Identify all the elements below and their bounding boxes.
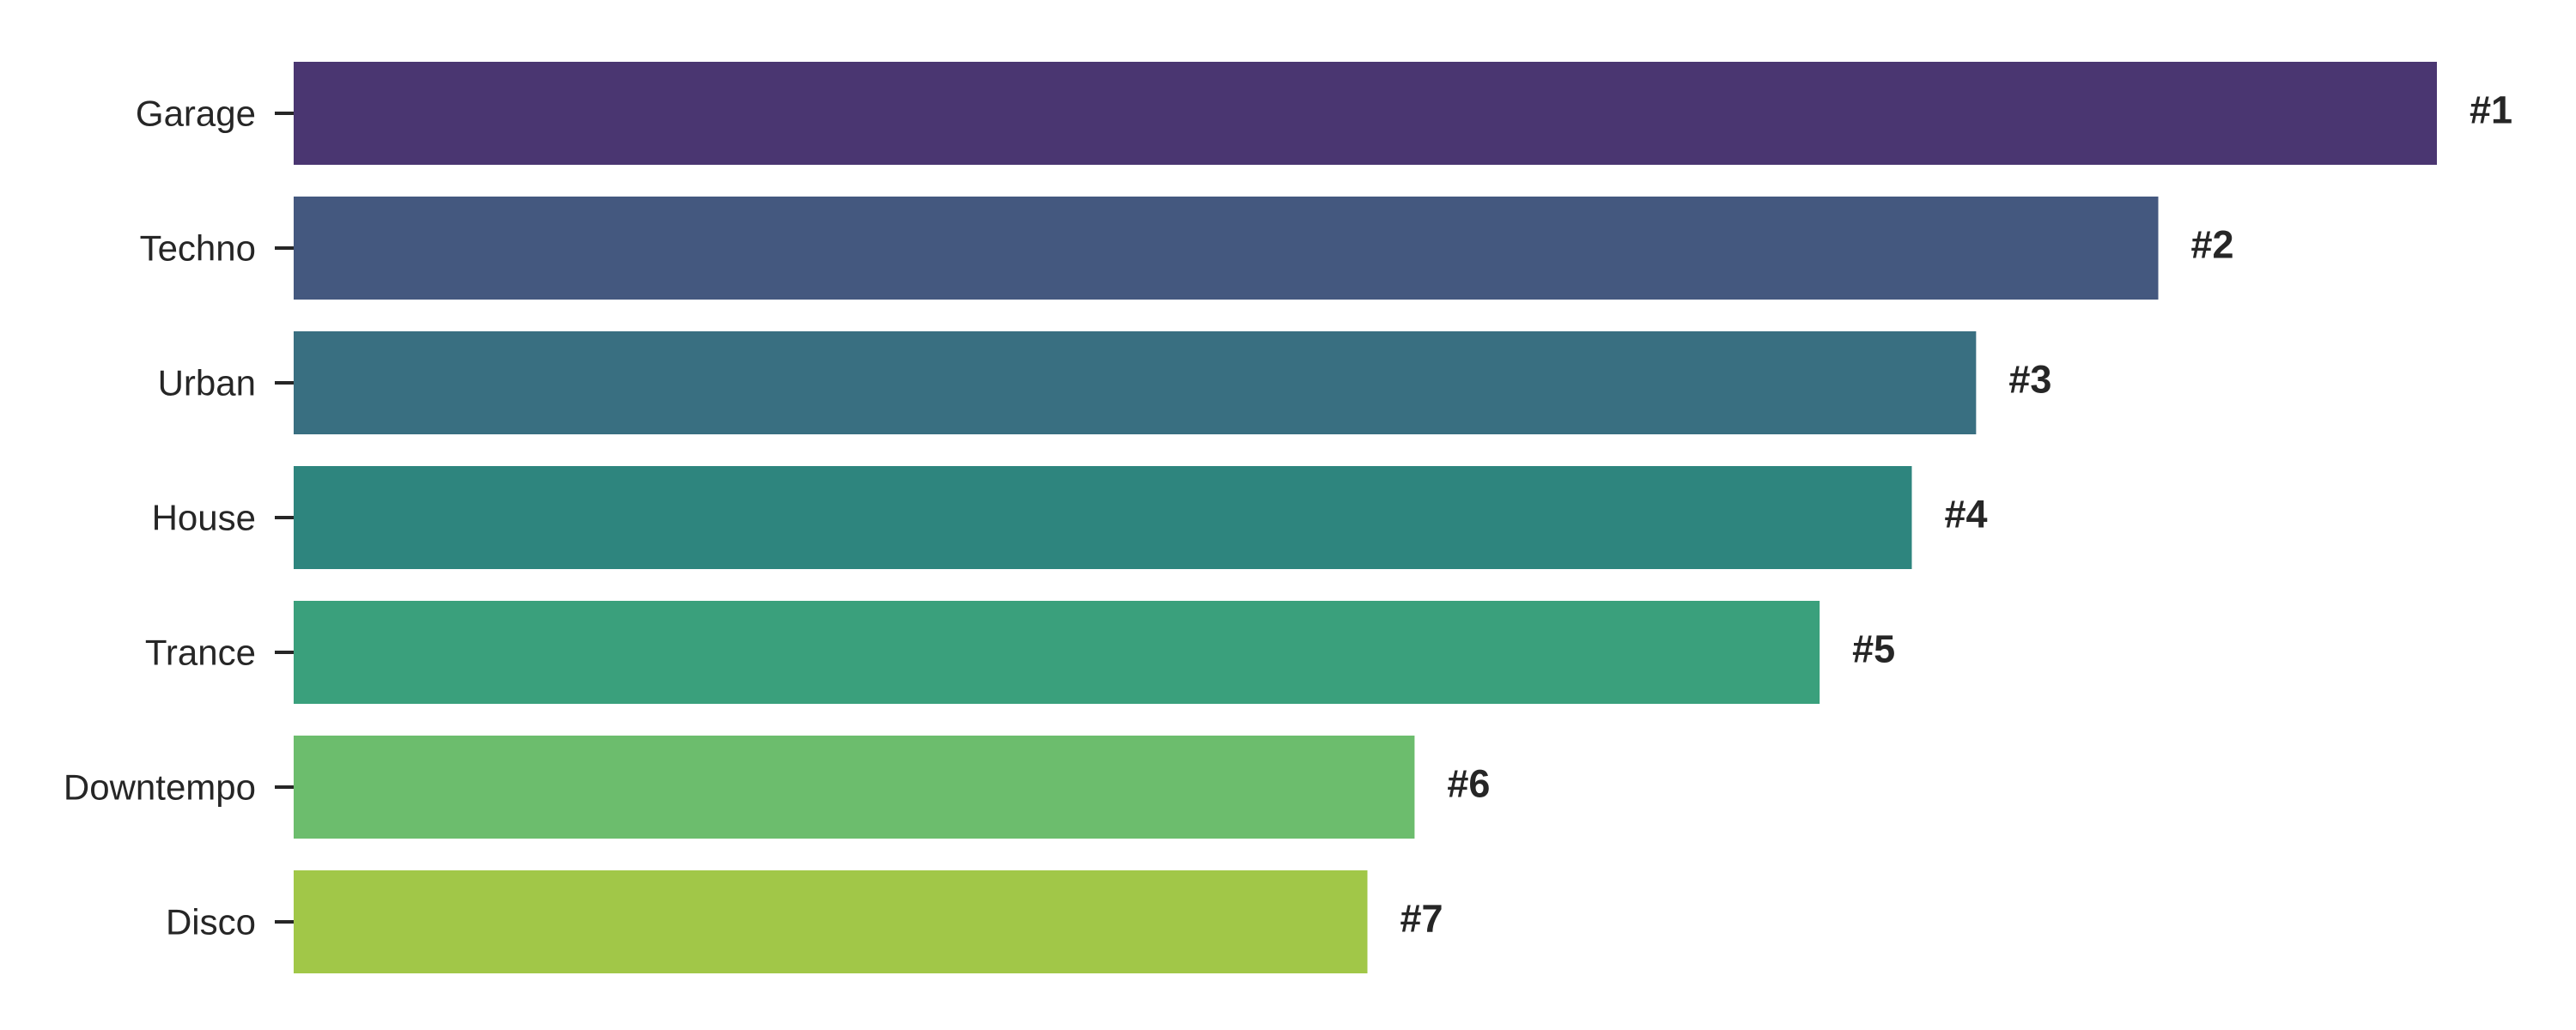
bar-trance [294, 601, 1820, 704]
y-tick-label: Disco [166, 902, 256, 942]
y-axis-ticks [275, 112, 294, 924]
bars-group [294, 62, 2437, 973]
data-labels: #1 #2 #3 #4 #5 #6 #7 [1400, 88, 2512, 941]
bar-house [294, 466, 1912, 569]
rank-data-label: #7 [1400, 897, 1443, 941]
bar-disco [294, 870, 1368, 973]
rank-data-label: #2 [2191, 223, 2234, 267]
rank-data-label: #1 [2470, 88, 2512, 132]
rank-data-label: #5 [1852, 627, 1895, 671]
bar-downtempo [294, 736, 1415, 839]
bar-urban [294, 331, 1977, 434]
rank-data-label: #3 [2008, 358, 2051, 402]
rank-data-label: #6 [1447, 762, 1490, 806]
y-tick-label: Trance [145, 633, 256, 673]
y-tick-label: Garage [136, 94, 256, 134]
y-tick-label: Urban [158, 363, 256, 403]
y-tick-label: House [152, 498, 256, 538]
bar-techno [294, 197, 2159, 300]
bar-garage [294, 62, 2437, 165]
y-axis-labels: Garage Techno Urban House Trance Downtempo Dis… [64, 94, 256, 942]
y-tick-label: Downtempo [64, 767, 256, 808]
rank-data-label: #4 [1944, 493, 1987, 536]
y-tick-label: Techno [140, 228, 256, 269]
